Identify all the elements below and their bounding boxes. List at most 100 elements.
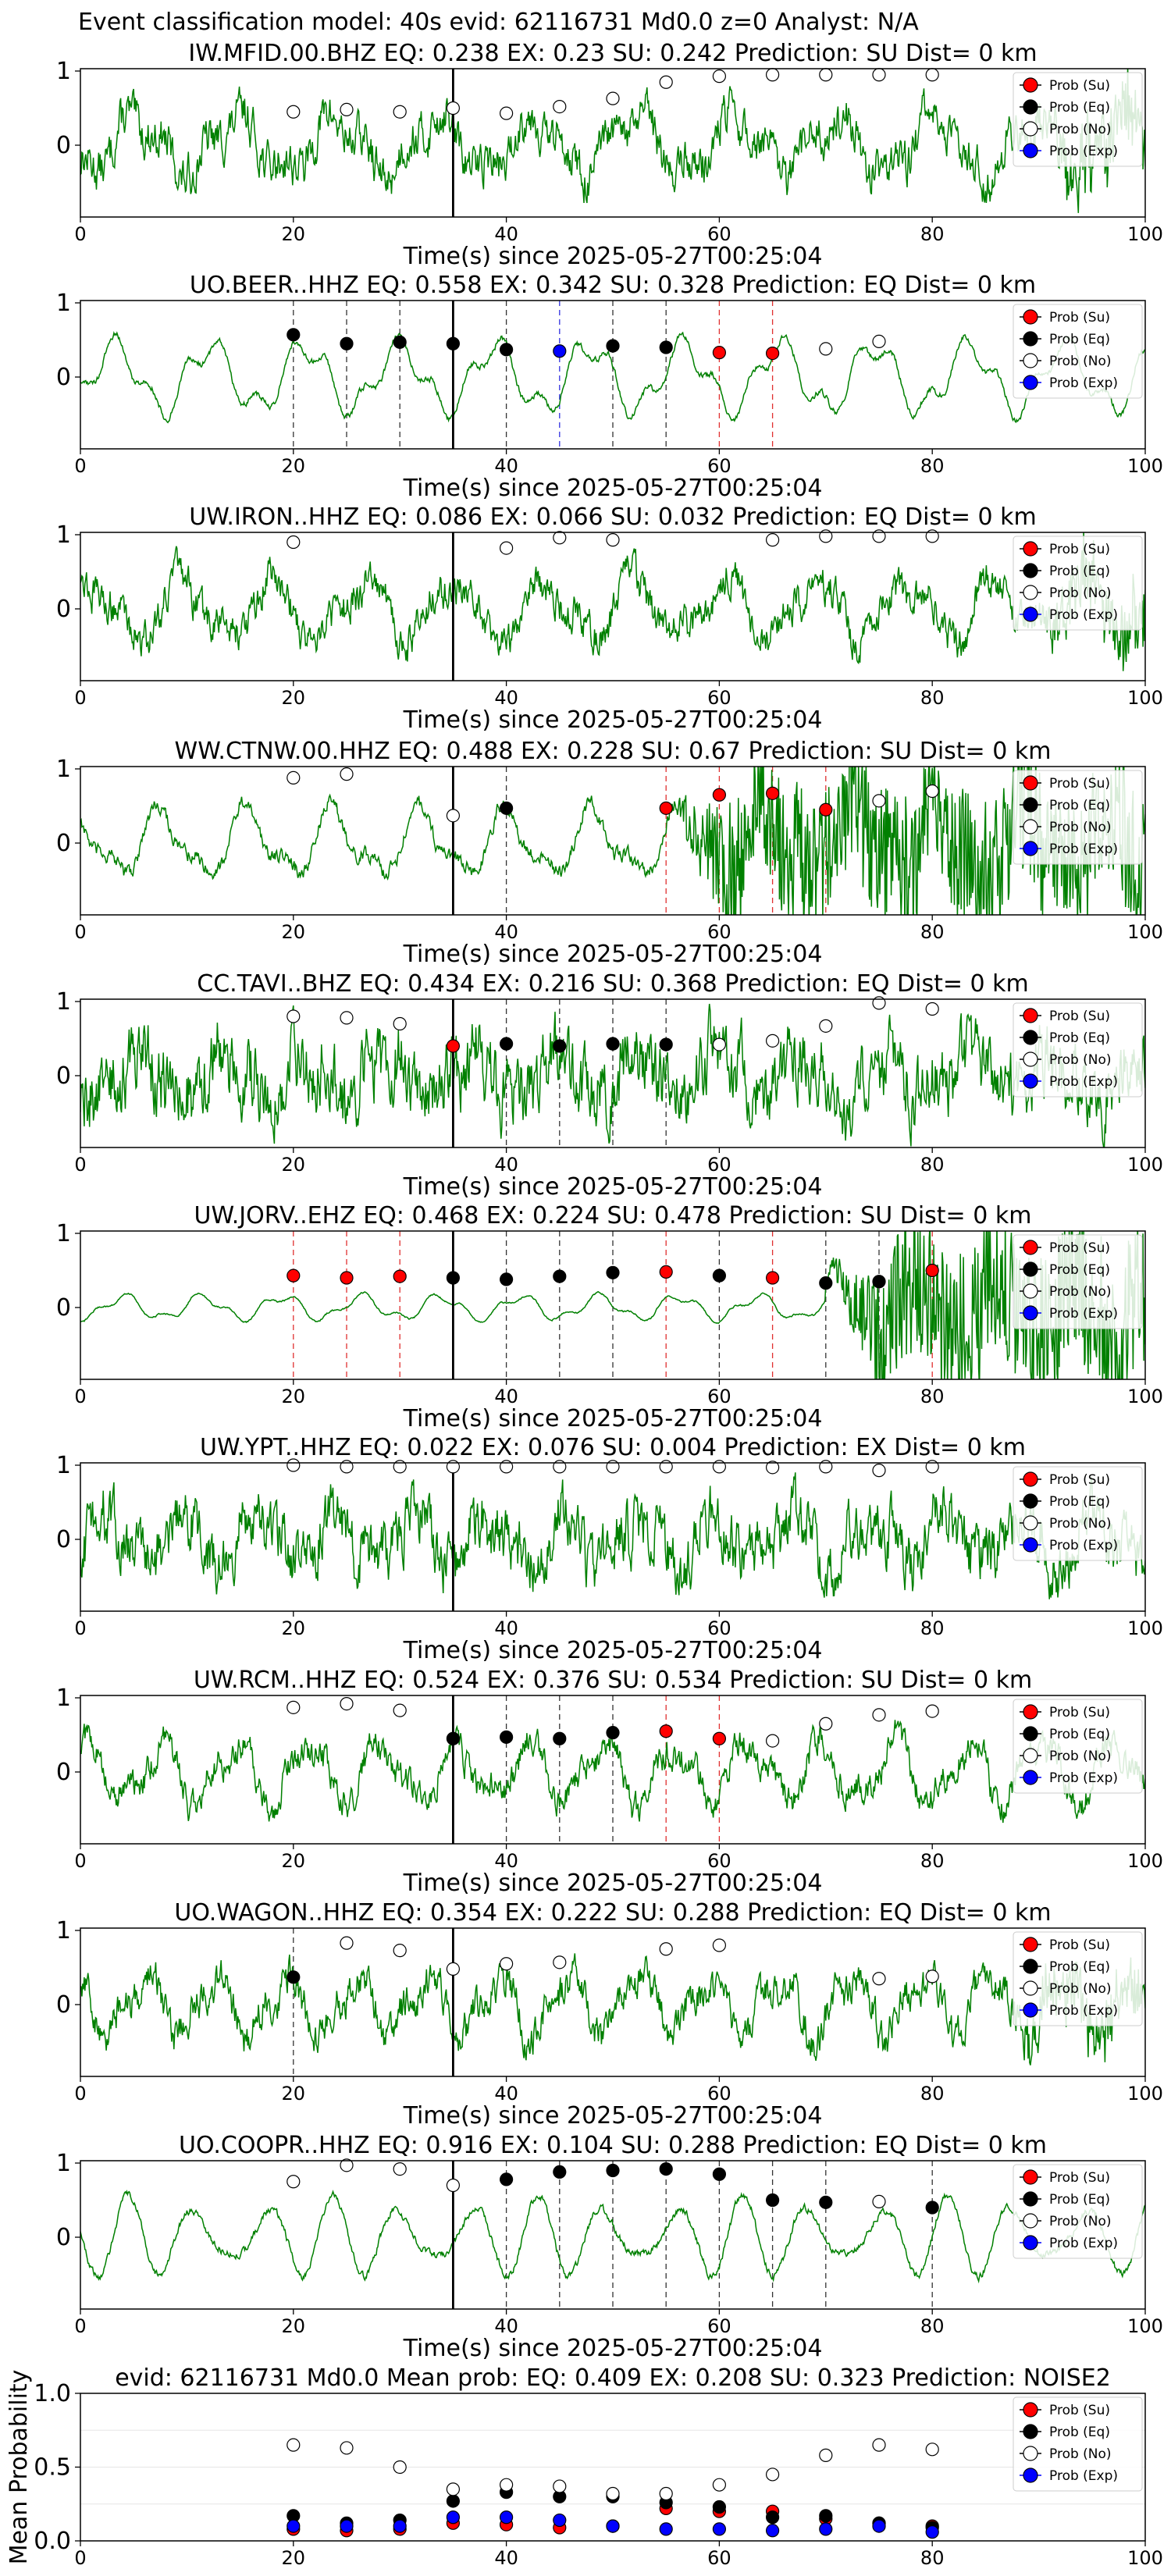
prob-marker-eq	[499, 2172, 514, 2186]
x-tick-label: 60	[707, 1617, 731, 1639]
prob-marker-eq	[553, 1039, 567, 1053]
prob-marker-no	[765, 1461, 780, 1475]
legend-marker-eq	[1023, 1959, 1038, 1974]
mean-prob-point-exp	[287, 2519, 301, 2533]
prob-marker-no	[340, 2158, 354, 2172]
mean-prob-point-exp	[499, 2510, 514, 2524]
legend-box	[1013, 2164, 1143, 2259]
prob-marker-no	[872, 2194, 886, 2208]
axes-frame	[80, 1695, 1146, 1845]
legend-label-no: Prob (No)	[1049, 585, 1112, 601]
mean-prob-point-exp	[819, 2522, 833, 2536]
prob-marker-no	[606, 91, 620, 105]
prob-marker-eq	[925, 2201, 939, 2215]
mean-prob-point-no	[499, 2478, 514, 2492]
x-tick-label: 40	[494, 2083, 518, 2105]
legend-marker-exp	[1023, 1073, 1038, 1089]
prob-marker-no	[499, 1957, 514, 1971]
legend-label-eq: Prob (Eq)	[1049, 1030, 1110, 1046]
prob-marker-eq	[446, 1731, 461, 1745]
waveform-trace	[80, 1472, 1145, 1599]
mean-prob-point-no	[712, 2478, 727, 2492]
legend-label-no: Prob (No)	[1049, 122, 1112, 137]
mean-prob-point-no	[340, 2441, 354, 2455]
prob-marker-su	[712, 1731, 727, 1745]
legend-label-no: Prob (No)	[1049, 1516, 1112, 1532]
axes-frame	[80, 998, 1146, 1148]
prob-marker-no	[606, 1460, 620, 1474]
legend-label-eq: Prob (Eq)	[1049, 798, 1110, 813]
legend-label-eq: Prob (Eq)	[1049, 1959, 1110, 1975]
legend-marker-eq	[1023, 2424, 1038, 2439]
waveform-trace	[80, 69, 1145, 213]
x-tick-label: 80	[920, 1850, 945, 1872]
y-tick-label: 1	[56, 1917, 71, 1944]
legend-label-eq: Prob (Eq)	[1049, 1262, 1110, 1278]
axes-frame	[80, 68, 1146, 218]
legend-label-no: Prob (No)	[1049, 1052, 1112, 1068]
waveform-panel: UW.IRON..HHZ EQ: 0.086 EX: 0.066 SU: 0.0…	[56, 503, 1163, 734]
prob-marker-no	[712, 1460, 727, 1474]
legend-marker-exp	[1023, 841, 1038, 856]
legend-label-exp: Prob (Exp)	[1049, 375, 1118, 391]
x-axis-label: Time(s) since 2025-05-27T00:25:04	[403, 2335, 823, 2362]
prob-marker-no	[393, 1944, 407, 1958]
legend-marker-no	[1023, 1748, 1038, 1763]
legend-label-eq: Prob (Eq)	[1049, 100, 1110, 116]
prob-marker-no	[925, 1460, 939, 1474]
prob-marker-no	[819, 1019, 833, 1033]
legend-marker-eq	[1023, 797, 1038, 813]
panel-title: IW.MFID.00.BHZ EQ: 0.238 EX: 0.23 SU: 0.…	[188, 40, 1037, 67]
prob-marker-su	[712, 788, 727, 802]
prob-marker-no	[606, 533, 620, 547]
x-tick-label: 0	[74, 1850, 86, 1872]
y-tick-label: 1	[56, 1685, 71, 1712]
x-tick-label: 60	[707, 2083, 731, 2105]
axes-frame	[80, 766, 1146, 916]
legend-label-su: Prob (Su)	[1049, 542, 1110, 557]
waveform-trace	[80, 331, 1145, 424]
legend-marker-no	[1023, 2446, 1038, 2461]
x-tick-label: 100	[1127, 921, 1163, 943]
prob-marker-no	[553, 1955, 567, 1969]
prob-marker-no	[499, 541, 514, 555]
prob-marker-no	[446, 2178, 461, 2193]
legend-label-su: Prob (Su)	[1049, 310, 1110, 326]
legend-box	[1013, 2396, 1143, 2492]
prob-marker-no	[287, 1700, 301, 1714]
x-tick-label: 0	[74, 455, 86, 477]
prob-marker-no	[872, 68, 886, 82]
mean-prob-point-exp	[393, 2519, 407, 2533]
x-tick-label: 20	[282, 2083, 306, 2105]
prob-marker-no	[765, 533, 780, 547]
mean-prob-point-eq	[446, 2494, 461, 2508]
prob-marker-su	[659, 1724, 673, 1738]
x-tick-label: 100	[1127, 455, 1163, 477]
x-tick-label: 60	[707, 921, 731, 943]
legend-label-exp: Prob (Exp)	[1049, 1306, 1118, 1322]
panel-title: UW.IRON..HHZ EQ: 0.086 EX: 0.066 SU: 0.0…	[189, 503, 1037, 531]
x-tick-label: 20	[282, 2547, 306, 2569]
y-tick-label: 1	[56, 521, 71, 549]
legend-marker-su	[1023, 1937, 1038, 1952]
x-tick-label: 20	[282, 455, 306, 477]
x-tick-label: 60	[707, 2547, 731, 2569]
legend-label-exp: Prob (Exp)	[1049, 607, 1118, 623]
y-tick-label: 1	[56, 2150, 71, 2177]
x-tick-label: 80	[920, 687, 945, 709]
legend-marker-exp	[1023, 2235, 1038, 2250]
y-tick-label: 0.5	[34, 2454, 71, 2482]
prob-marker-no	[553, 100, 567, 114]
prob-marker-eq	[499, 343, 514, 357]
panel-title: CC.TAVI..BHZ EQ: 0.434 EX: 0.216 SU: 0.3…	[197, 970, 1028, 998]
legend-box	[1013, 304, 1143, 399]
prob-marker-no	[287, 535, 301, 550]
x-tick-label: 80	[920, 921, 945, 943]
legend-box	[1013, 1699, 1143, 1794]
x-tick-label: 40	[494, 1617, 518, 1639]
waveform-trace	[80, 532, 1145, 671]
axes-frame	[80, 1462, 1146, 1612]
legend-label-eq: Prob (Eq)	[1049, 2192, 1110, 2208]
x-axis-label: Time(s) since 2025-05-27T00:25:04	[403, 706, 823, 734]
legend-marker-no	[1023, 353, 1038, 368]
